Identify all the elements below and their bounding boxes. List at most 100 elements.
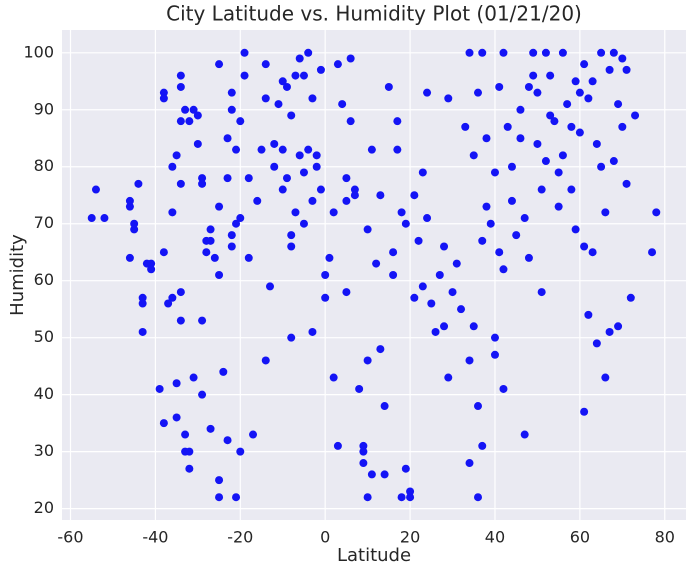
- point: [342, 196, 351, 205]
- point: [176, 82, 185, 91]
- point: [431, 327, 440, 336]
- point: [168, 293, 177, 302]
- point: [215, 271, 224, 279]
- point: [541, 48, 550, 57]
- point: [282, 174, 291, 183]
- point: [567, 122, 576, 131]
- point: [299, 71, 308, 80]
- point: [495, 82, 504, 91]
- point: [444, 373, 453, 382]
- point: [490, 350, 499, 359]
- point: [198, 390, 207, 399]
- point: [609, 48, 618, 57]
- point: [138, 299, 147, 308]
- point: [350, 191, 359, 200]
- point: [609, 157, 618, 166]
- point: [626, 293, 635, 302]
- point: [592, 339, 601, 348]
- point: [516, 105, 525, 114]
- point: [465, 48, 474, 57]
- x-tick-label: -40: [142, 528, 168, 547]
- point: [261, 356, 270, 365]
- point: [384, 82, 393, 91]
- point: [236, 447, 245, 456]
- point: [397, 493, 406, 502]
- point: [499, 48, 508, 57]
- point: [215, 493, 224, 502]
- point: [164, 299, 173, 308]
- point: [244, 253, 253, 262]
- point: [490, 333, 499, 342]
- point: [189, 105, 198, 114]
- point: [159, 94, 168, 103]
- point: [227, 242, 236, 251]
- point: [469, 151, 478, 160]
- point: [363, 356, 372, 365]
- point: [520, 430, 529, 439]
- point: [474, 402, 482, 411]
- point: [198, 316, 207, 325]
- point: [329, 208, 338, 217]
- point: [558, 151, 567, 160]
- point: [299, 168, 308, 177]
- point: [159, 88, 168, 97]
- point: [359, 441, 368, 450]
- point: [401, 464, 410, 473]
- point: [631, 111, 640, 120]
- x-tick-label: 40: [485, 528, 505, 547]
- point: [316, 185, 325, 194]
- point: [376, 345, 385, 354]
- point: [440, 322, 449, 331]
- point: [185, 117, 194, 126]
- point: [329, 373, 338, 382]
- point: [155, 384, 164, 393]
- x-tick-label: 0: [320, 528, 330, 547]
- point: [367, 470, 376, 479]
- point: [605, 327, 614, 336]
- x-tick-label: 80: [655, 528, 675, 547]
- point: [312, 162, 321, 171]
- point: [465, 356, 474, 365]
- point: [176, 179, 185, 188]
- point: [227, 231, 236, 240]
- point: [227, 88, 236, 97]
- point: [584, 310, 593, 319]
- point: [457, 305, 466, 314]
- y-tick-label: 30: [34, 441, 54, 460]
- x-tick-label: 20: [400, 528, 420, 547]
- point: [198, 174, 207, 183]
- point: [202, 248, 211, 257]
- point: [622, 65, 631, 74]
- point: [185, 464, 194, 473]
- point: [376, 191, 385, 200]
- point: [261, 60, 270, 69]
- point: [232, 493, 241, 502]
- point: [563, 100, 572, 109]
- point: [516, 134, 525, 143]
- point: [406, 487, 415, 496]
- point: [397, 208, 406, 217]
- point: [125, 196, 134, 205]
- point: [546, 111, 555, 120]
- point: [240, 71, 249, 80]
- y-tick-label: 90: [34, 99, 54, 118]
- point: [533, 139, 542, 148]
- point: [410, 293, 419, 302]
- point: [321, 271, 330, 279]
- point: [215, 476, 224, 485]
- point: [350, 185, 359, 194]
- point: [168, 208, 177, 217]
- point: [308, 94, 317, 103]
- point: [232, 145, 241, 154]
- point: [410, 191, 419, 200]
- point: [452, 259, 461, 268]
- point: [601, 373, 610, 382]
- point: [427, 299, 436, 308]
- point: [138, 293, 147, 302]
- point: [172, 151, 181, 160]
- point: [181, 105, 190, 114]
- point: [266, 282, 274, 291]
- point: [134, 179, 143, 188]
- point: [130, 219, 139, 228]
- point: [503, 122, 512, 131]
